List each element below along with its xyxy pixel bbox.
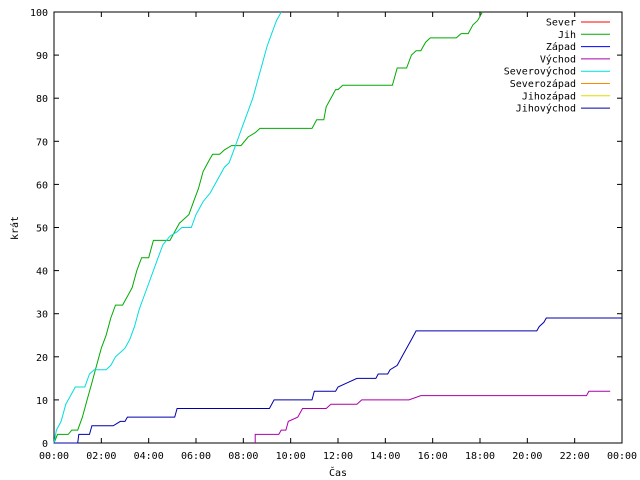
y-tick-label: 50 [36, 224, 48, 235]
x-tick-label: 12:00 [323, 451, 353, 462]
x-axis-title: Čas [329, 466, 347, 479]
x-tick-label: 02:00 [86, 451, 116, 462]
y-tick-label: 80 [36, 94, 48, 105]
series-lines [53, 11, 622, 444]
x-tick-label: 06:00 [181, 451, 211, 462]
x-tick-label: 20:00 [512, 451, 542, 462]
x-tick-label: 14:00 [370, 451, 400, 462]
series-line-Jihovýchod [54, 317, 622, 444]
legend-label: Severovýchod [504, 66, 576, 78]
y-tick-label: 90 [36, 51, 48, 62]
x-tick-label: 16:00 [418, 451, 448, 462]
y-tick-label: 60 [36, 180, 48, 191]
y-tick-label: 40 [36, 267, 48, 278]
x-tick-label: 08:00 [228, 451, 258, 462]
legend-label: Jihozápad [522, 90, 576, 102]
series-line-Východ [254, 390, 611, 443]
x-tick-label: 18:00 [465, 451, 495, 462]
y-tick-label: 30 [36, 310, 48, 321]
y-tick-label: 100 [30, 8, 48, 19]
x-tick-label: 10:00 [276, 451, 306, 462]
x-tick-label: 00:00 [607, 451, 637, 462]
legend-label: Severozápad [510, 78, 576, 90]
y-tick-label: 20 [36, 353, 48, 364]
y-tick-label: 0 [42, 439, 48, 450]
x-tick-label: 00:00 [39, 451, 69, 462]
series-line-Severovýchod [53, 11, 282, 444]
legend-label: Západ [546, 41, 576, 53]
legend-label: Jihovýchod [516, 103, 576, 115]
axis-ticks: 00:00 02:00 04:00 06:00 08:00 10:00 12:00 14:00… [30, 8, 637, 462]
legend: SeverJihZápadVýchodSeverovýchodSeverozáp… [504, 18, 610, 115]
legend-label: Východ [540, 53, 576, 65]
series-line-Jih [53, 11, 483, 444]
x-tick-label: 22:00 [560, 451, 590, 462]
x-tick-label: 04:00 [134, 451, 164, 462]
y-tick-label: 10 [36, 396, 48, 407]
y-axis-title: krát [9, 216, 21, 240]
legend-label: Sever [546, 18, 576, 29]
legend-label: Jih [558, 30, 576, 41]
y-tick-label: 70 [36, 137, 48, 148]
